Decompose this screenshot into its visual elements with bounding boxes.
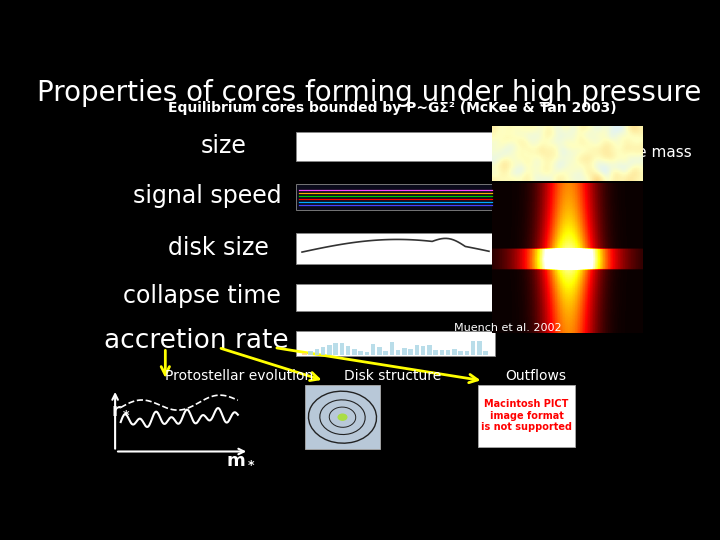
Text: Muench et al. 2002: Muench et al. 2002 [454, 322, 562, 333]
Bar [478, 385, 575, 447]
Bar [321, 347, 325, 355]
Bar [352, 349, 356, 355]
Bar [364, 352, 369, 355]
Text: disk size: disk size [168, 236, 269, 260]
Bar [383, 351, 388, 355]
Text: Protostellar evolution: Protostellar evolution [166, 369, 314, 383]
Bar [390, 342, 394, 355]
Bar [297, 233, 495, 265]
Text: Equilibrium cores bounded by P~GΣ² (McKee & Tan 2003): Equilibrium cores bounded by P~GΣ² (McKe… [168, 102, 617, 116]
Bar [305, 385, 380, 449]
Bar [297, 284, 495, 311]
Bar [333, 343, 338, 355]
Bar [408, 349, 413, 355]
Text: $\mathbf{m_*}$: $\mathbf{m_*}$ [226, 449, 256, 467]
Bar [340, 343, 344, 355]
Text: Properties of cores forming under high pressure: Properties of cores forming under high p… [37, 79, 701, 107]
Bar [440, 349, 444, 355]
Bar [315, 349, 319, 355]
Bar [308, 350, 312, 355]
Bar [471, 341, 475, 355]
Bar [396, 350, 400, 355]
Bar [415, 345, 419, 355]
Bar [402, 348, 407, 355]
Bar [302, 353, 307, 355]
Bar [327, 345, 331, 355]
Bar [446, 350, 450, 355]
Bar [377, 348, 382, 355]
Bar [427, 346, 431, 355]
Text: compact: compact [553, 136, 619, 151]
Text: Macintosh PICT
image format
is not supported: Macintosh PICT image format is not suppo… [481, 399, 572, 433]
Bar [452, 349, 456, 355]
Text: $\mathbf{r_*}$: $\mathbf{r_*}$ [111, 399, 130, 417]
Bar [371, 343, 375, 355]
Bar [297, 331, 495, 356]
Text: collapse time: collapse time [122, 284, 281, 308]
Bar [297, 184, 495, 210]
Text: minimum core mass: minimum core mass [536, 145, 692, 160]
Bar [483, 351, 488, 355]
Text: Outflows: Outflows [505, 369, 567, 383]
Text: size: size [201, 134, 247, 158]
Text: accretion rate: accretion rate [104, 328, 288, 354]
Bar [464, 351, 469, 355]
Bar [477, 341, 482, 355]
Ellipse shape [338, 414, 348, 421]
Bar [297, 132, 495, 161]
Text: signal speed: signal speed [133, 184, 282, 208]
Bar [359, 351, 363, 355]
Bar [433, 350, 438, 355]
Bar [346, 347, 350, 355]
Bar [421, 346, 426, 355]
Bar [459, 352, 463, 355]
Text: Disk structure: Disk structure [344, 369, 441, 383]
